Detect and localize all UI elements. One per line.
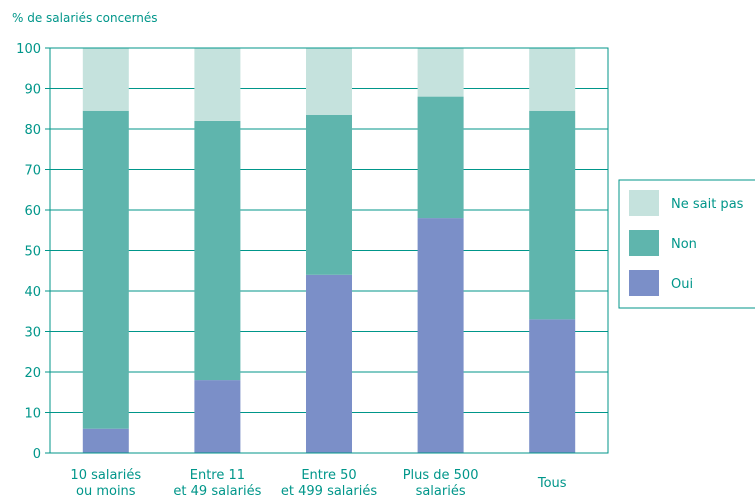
- bar-ne-sait-pas-2: [306, 48, 352, 115]
- x-category-label-3-0: Plus de 500: [403, 468, 479, 483]
- bar-non-2: [306, 114, 352, 275]
- bar-oui-2: [306, 274, 352, 453]
- y-axis-title: % de salariés concernés: [12, 11, 158, 25]
- legend-swatch-non: [629, 230, 659, 256]
- bar-non-1: [194, 120, 241, 381]
- bar-ne-sait-pas-0: [82, 48, 129, 111]
- legend-label-oui: Oui: [671, 277, 693, 292]
- y-tick-label-60: 60: [24, 204, 41, 219]
- y-tick-label-30: 30: [24, 326, 41, 341]
- x-category-label-2-0: Entre 50: [301, 468, 356, 483]
- axes: [45, 47, 609, 454]
- legend: Ne sait pas Non Oui: [618, 179, 755, 309]
- legend-label-non: Non: [671, 237, 697, 252]
- x-category-label-0-1: ou moins: [76, 484, 136, 499]
- x-category-label-1-1: et 49 salariés: [173, 484, 261, 499]
- bar-ne-sait-pas-3: [417, 48, 464, 97]
- x-category-label-0-0: 10 salariés: [70, 468, 141, 483]
- bars: [82, 48, 576, 453]
- legend-label-ne-sait-pas: Ne sait pas: [671, 197, 744, 212]
- y-tick-label-10: 10: [24, 407, 41, 422]
- bar-non-0: [82, 110, 129, 429]
- x-category-label-2-1: et 499 salariés: [281, 484, 377, 499]
- bar-oui-0: [82, 428, 129, 453]
- bar-non-3: [417, 96, 464, 219]
- bar-non-4: [529, 110, 576, 320]
- bar-ne-sait-pas-1: [194, 48, 241, 121]
- y-tick-label-80: 80: [24, 123, 41, 138]
- legend-swatch-oui: [629, 270, 659, 296]
- bar-oui-1: [194, 380, 241, 453]
- y-tick-label-20: 20: [24, 366, 41, 381]
- x-category-label-3-1: salariés: [416, 484, 466, 499]
- y-tick-label-100: 100: [16, 42, 41, 57]
- y-tick-label-70: 70: [24, 164, 41, 179]
- x-category-label-4-0: Tous: [537, 476, 567, 491]
- y-tick-label-40: 40: [24, 285, 41, 300]
- y-tick-label-50: 50: [24, 245, 41, 260]
- y-tick-labels: 0 10 20 30 40 50 60 70 80 90 100: [16, 42, 41, 462]
- legend-swatch-ne-sait-pas: [629, 190, 659, 216]
- bar-oui-4: [529, 319, 576, 453]
- y-tick-label-0: 0: [33, 447, 41, 462]
- bar-oui-3: [417, 218, 464, 453]
- y-tick-label-90: 90: [24, 83, 41, 98]
- x-category-label-1-0: Entre 11: [190, 468, 245, 483]
- bar-ne-sait-pas-4: [529, 48, 576, 111]
